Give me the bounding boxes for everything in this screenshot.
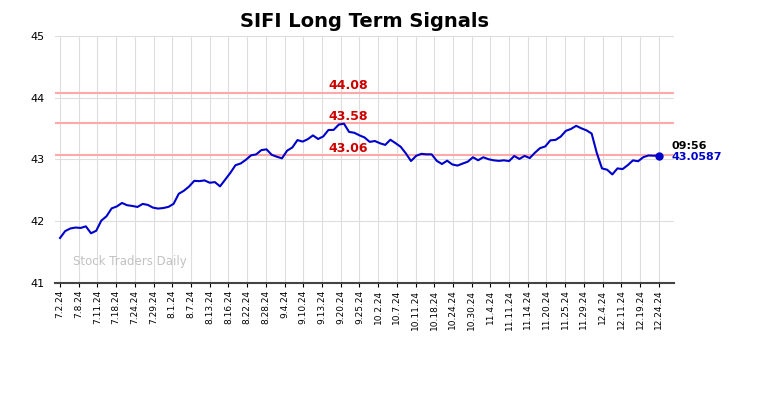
Text: 43.0587: 43.0587 — [672, 152, 722, 162]
Text: Stock Traders Daily: Stock Traders Daily — [74, 255, 187, 268]
Text: 09:56: 09:56 — [672, 141, 707, 151]
Text: 43.06: 43.06 — [328, 142, 368, 155]
Text: 43.58: 43.58 — [328, 110, 368, 123]
Title: SIFI Long Term Signals: SIFI Long Term Signals — [240, 12, 489, 31]
Text: 44.08: 44.08 — [328, 80, 368, 92]
